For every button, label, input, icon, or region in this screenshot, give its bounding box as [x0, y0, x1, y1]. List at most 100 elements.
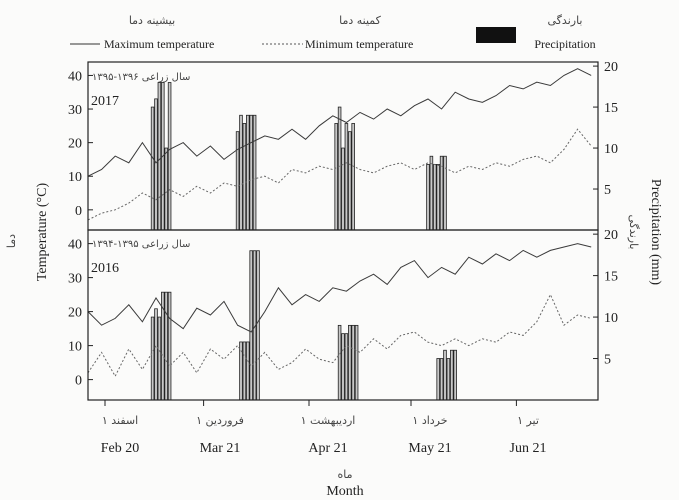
- y-right-tick-label: 5: [604, 353, 611, 368]
- precip-bar: [337, 106, 342, 231]
- precip-bar: [354, 324, 359, 401]
- precip-bar: [433, 164, 437, 231]
- y-left-tick-label: 10: [68, 170, 82, 185]
- x-label-fa: ماه: [337, 468, 352, 481]
- legend: بیشینه دما Maximum temperature کمینه دما…: [70, 14, 596, 51]
- y-left-tick-label: 40: [68, 69, 82, 84]
- y-left-tick-label: 0: [75, 374, 82, 389]
- precip-bar: [351, 123, 355, 231]
- x-tick-label-fa: ۱ فروردین: [196, 414, 244, 427]
- max-temp-line: [87, 68, 592, 177]
- min-temp-line: [87, 293, 592, 378]
- y-left-tick-label: 20: [68, 137, 82, 152]
- precip-bar: [235, 131, 240, 231]
- precip-bar: [341, 333, 345, 401]
- precip-bar: [348, 131, 352, 231]
- y-right-tick-label: 20: [604, 228, 618, 243]
- precip-bar: [450, 349, 454, 401]
- y-right-tick-label: 20: [604, 60, 618, 75]
- x-label: Month: [326, 484, 363, 499]
- x-tick-label: Apr 21: [308, 441, 347, 456]
- precip-bar: [150, 106, 155, 231]
- precip-bar: [337, 324, 342, 401]
- precip-bar: [239, 114, 243, 231]
- legend-precip-label-fa: بارندگی: [548, 14, 583, 27]
- panel-bottom-season: سال زراعی ۱۳۹۵-۱۳۹۴: [92, 239, 190, 250]
- y-left-tick-label: 0: [75, 204, 82, 219]
- y-left-label: Temperature (°C): [35, 183, 50, 282]
- x-tick-label-fa: ۱ اسفند: [102, 414, 138, 427]
- legend-max-label: Maximum temperature: [104, 37, 214, 51]
- precip-bar: [246, 341, 250, 401]
- y-right-tick-label: 15: [604, 270, 618, 285]
- panel-frame: [87, 229, 599, 401]
- legend-max-label-fa: بیشینه دما: [129, 14, 175, 27]
- precip-bar: [348, 324, 352, 401]
- y-left-tick-label: 30: [68, 272, 82, 287]
- panel-bottom-year: 2016: [91, 261, 119, 276]
- y-left-label-fa: دما: [5, 234, 18, 248]
- y-left-tick-label: 20: [68, 306, 82, 321]
- x-tick-label: Feb 20: [101, 441, 140, 456]
- min-temp-line: [87, 128, 592, 221]
- precip-bar: [436, 358, 440, 401]
- legend-min-label-fa: کمینه دما: [339, 14, 382, 27]
- y-right-tick-label: 10: [604, 142, 618, 157]
- precip-bar: [436, 164, 440, 231]
- y-right-tick-label: 10: [604, 311, 618, 326]
- precip-bar: [164, 147, 168, 231]
- precip-bar: [439, 155, 444, 231]
- precip-bar: [167, 82, 172, 231]
- precip-bar: [446, 358, 451, 401]
- legend-precip-swatch: [476, 27, 516, 43]
- x-axis: ۱ اسفند Feb 20 ۱ فروردین Mar 21 ۱ اردیبهشت Ap…: [101, 400, 547, 456]
- precip-bar: [164, 291, 168, 401]
- max-temp-line: [87, 243, 592, 333]
- precip-bar: [429, 155, 434, 231]
- panel-top-year: 2017: [91, 94, 119, 109]
- y-right-label-fa: بارندگی: [627, 215, 640, 250]
- precip-bar: [150, 316, 155, 401]
- precip-bar: [157, 316, 162, 401]
- precip-bar: [154, 98, 158, 231]
- precip-bar: [344, 333, 349, 401]
- x-tick-label: Mar 21: [200, 441, 241, 456]
- precip-bar: [157, 82, 162, 231]
- x-tick-label-fa: ۱ خرداد: [412, 414, 447, 427]
- y-right-tick-label: 15: [604, 101, 618, 116]
- precip-bar: [344, 123, 349, 231]
- precip-bar: [453, 349, 457, 401]
- precip-bar: [249, 250, 253, 401]
- precip-bar: [246, 114, 250, 231]
- legend-precip-label: Precipitation: [534, 37, 595, 51]
- precip-bar: [154, 308, 158, 401]
- precip-bar: [242, 123, 247, 231]
- precip-bar: [443, 349, 447, 401]
- precip-bar: [439, 358, 444, 401]
- precip-bar: [167, 291, 172, 401]
- precip-bar: [443, 155, 447, 231]
- precip-bar: [249, 114, 253, 231]
- y-right-tick-label: 5: [604, 183, 611, 198]
- chart-panel-2017: 0 10 20 30 40 5 10 15 20: [68, 60, 618, 231]
- legend-min-label: Minimum temperature: [305, 37, 413, 51]
- x-tick-label-fa: ۱ تیر: [517, 414, 539, 427]
- y-left-tick-label: 40: [68, 238, 82, 253]
- y-right-label: Precipitation (mm): [648, 179, 663, 285]
- y-left-tick-label: 30: [68, 103, 82, 118]
- precip-bar: [351, 324, 355, 401]
- x-tick-label-fa: ۱ اردیبهشت: [301, 414, 356, 427]
- chart-panel-2016: 0 10 20 30 40 5 10 15 20: [68, 228, 618, 401]
- precip-bar: [341, 147, 345, 231]
- x-tick-label: Jun 21: [510, 441, 547, 456]
- panel-top-season: سال زراعی ۱۳۹۶-۱۳۹۵: [92, 72, 190, 83]
- x-tick-label: May 21: [408, 441, 451, 456]
- precip-bar: [334, 123, 338, 231]
- y-left-tick-label: 10: [68, 340, 82, 355]
- precip-bar: [256, 250, 260, 401]
- precip-bar: [242, 341, 247, 401]
- precip-bar: [426, 164, 430, 231]
- precip-bar: [252, 114, 257, 231]
